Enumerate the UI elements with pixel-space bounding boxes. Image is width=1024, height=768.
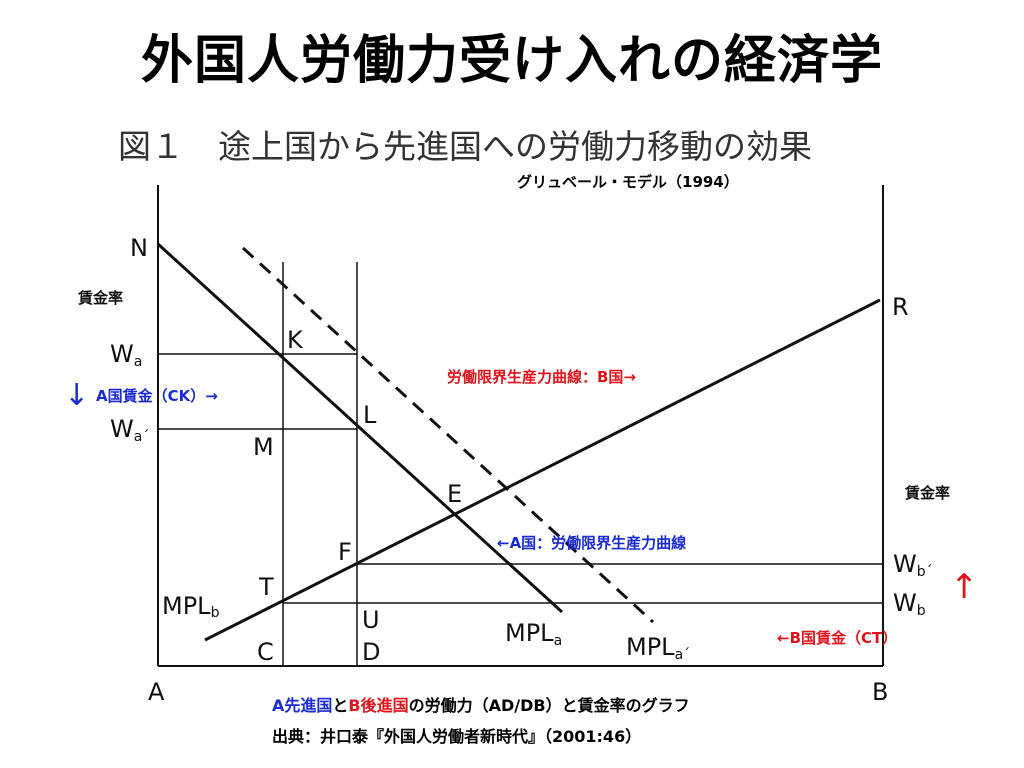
developing-country-b: B後進国 [348,696,409,715]
left-axis-label: 賃金率 [77,289,123,307]
figure-number: 図１ [118,127,184,166]
point-u-label: U [362,606,380,634]
mpl-b-curve [204,298,881,642]
slide-title: 外国人労働力受け入れの経済学 [140,31,883,91]
point-c-label: C [257,638,274,666]
wage-label-wb: Wb [893,589,926,619]
point-r-label: R [892,293,909,321]
a-wage-annotation: A国賃金（CK）→ [96,387,218,405]
curve-label-mpl-b: MPLb [162,592,220,621]
a-mpl-curve-annotation: ←A国：労働限界生産力曲線 [497,534,686,552]
wage-label-wa: Wa [110,340,142,370]
graph-description-rest: の労働力（AD/DB）と賃金率のグラフ [408,696,690,715]
b-wage-annotation: ←B国賃金（CT） [777,629,897,647]
curve-label-mpl-a-prime: MPLa´ [626,633,690,663]
point-f-label: F [338,538,352,566]
point-e-label: E [447,480,462,508]
mpl-a-prime-curve [241,246,655,624]
origin-b-label: B [872,678,888,706]
right-axis-label: 賃金率 [904,484,950,502]
point-m-label: M [253,433,274,461]
up-arrow-icon: ↑ [950,567,979,607]
b-mpl-curve-annotation: 労働限界生産力曲線：B国→ [447,368,636,386]
down-arrow-icon: ↓ [64,378,89,413]
curve-label-mpl-a: MPLa [505,619,562,649]
developed-country-a: A先進国 [272,696,333,715]
graph-description: A先進国とB後進国の労働力（AD/DB）と賃金率のグラフ [272,692,690,716]
figure-title: 途上国から先進国への労働力移動の効果 [218,127,812,166]
source-citation: 出典：井口泰『外国人労働者新時代』（2001:46） [272,727,642,746]
wage-label-wa-prime: Wa´ [110,415,149,445]
wage-label-wb-prime: Wb´ [893,550,933,580]
model-label: グリュベール・モデル（1994） [517,173,739,191]
point-d-label: D [362,638,380,666]
conjunction-text: と [332,696,349,715]
point-t-label: T [258,573,274,601]
origin-a-label: A [148,678,165,706]
mpl-a-curve [156,242,564,614]
point-k-label: K [287,326,304,354]
point-n-label: N [130,234,148,262]
figure-caption: 図１ 途上国から先進国への労働力移動の効果 [118,120,812,168]
point-l-label: L [363,401,377,429]
